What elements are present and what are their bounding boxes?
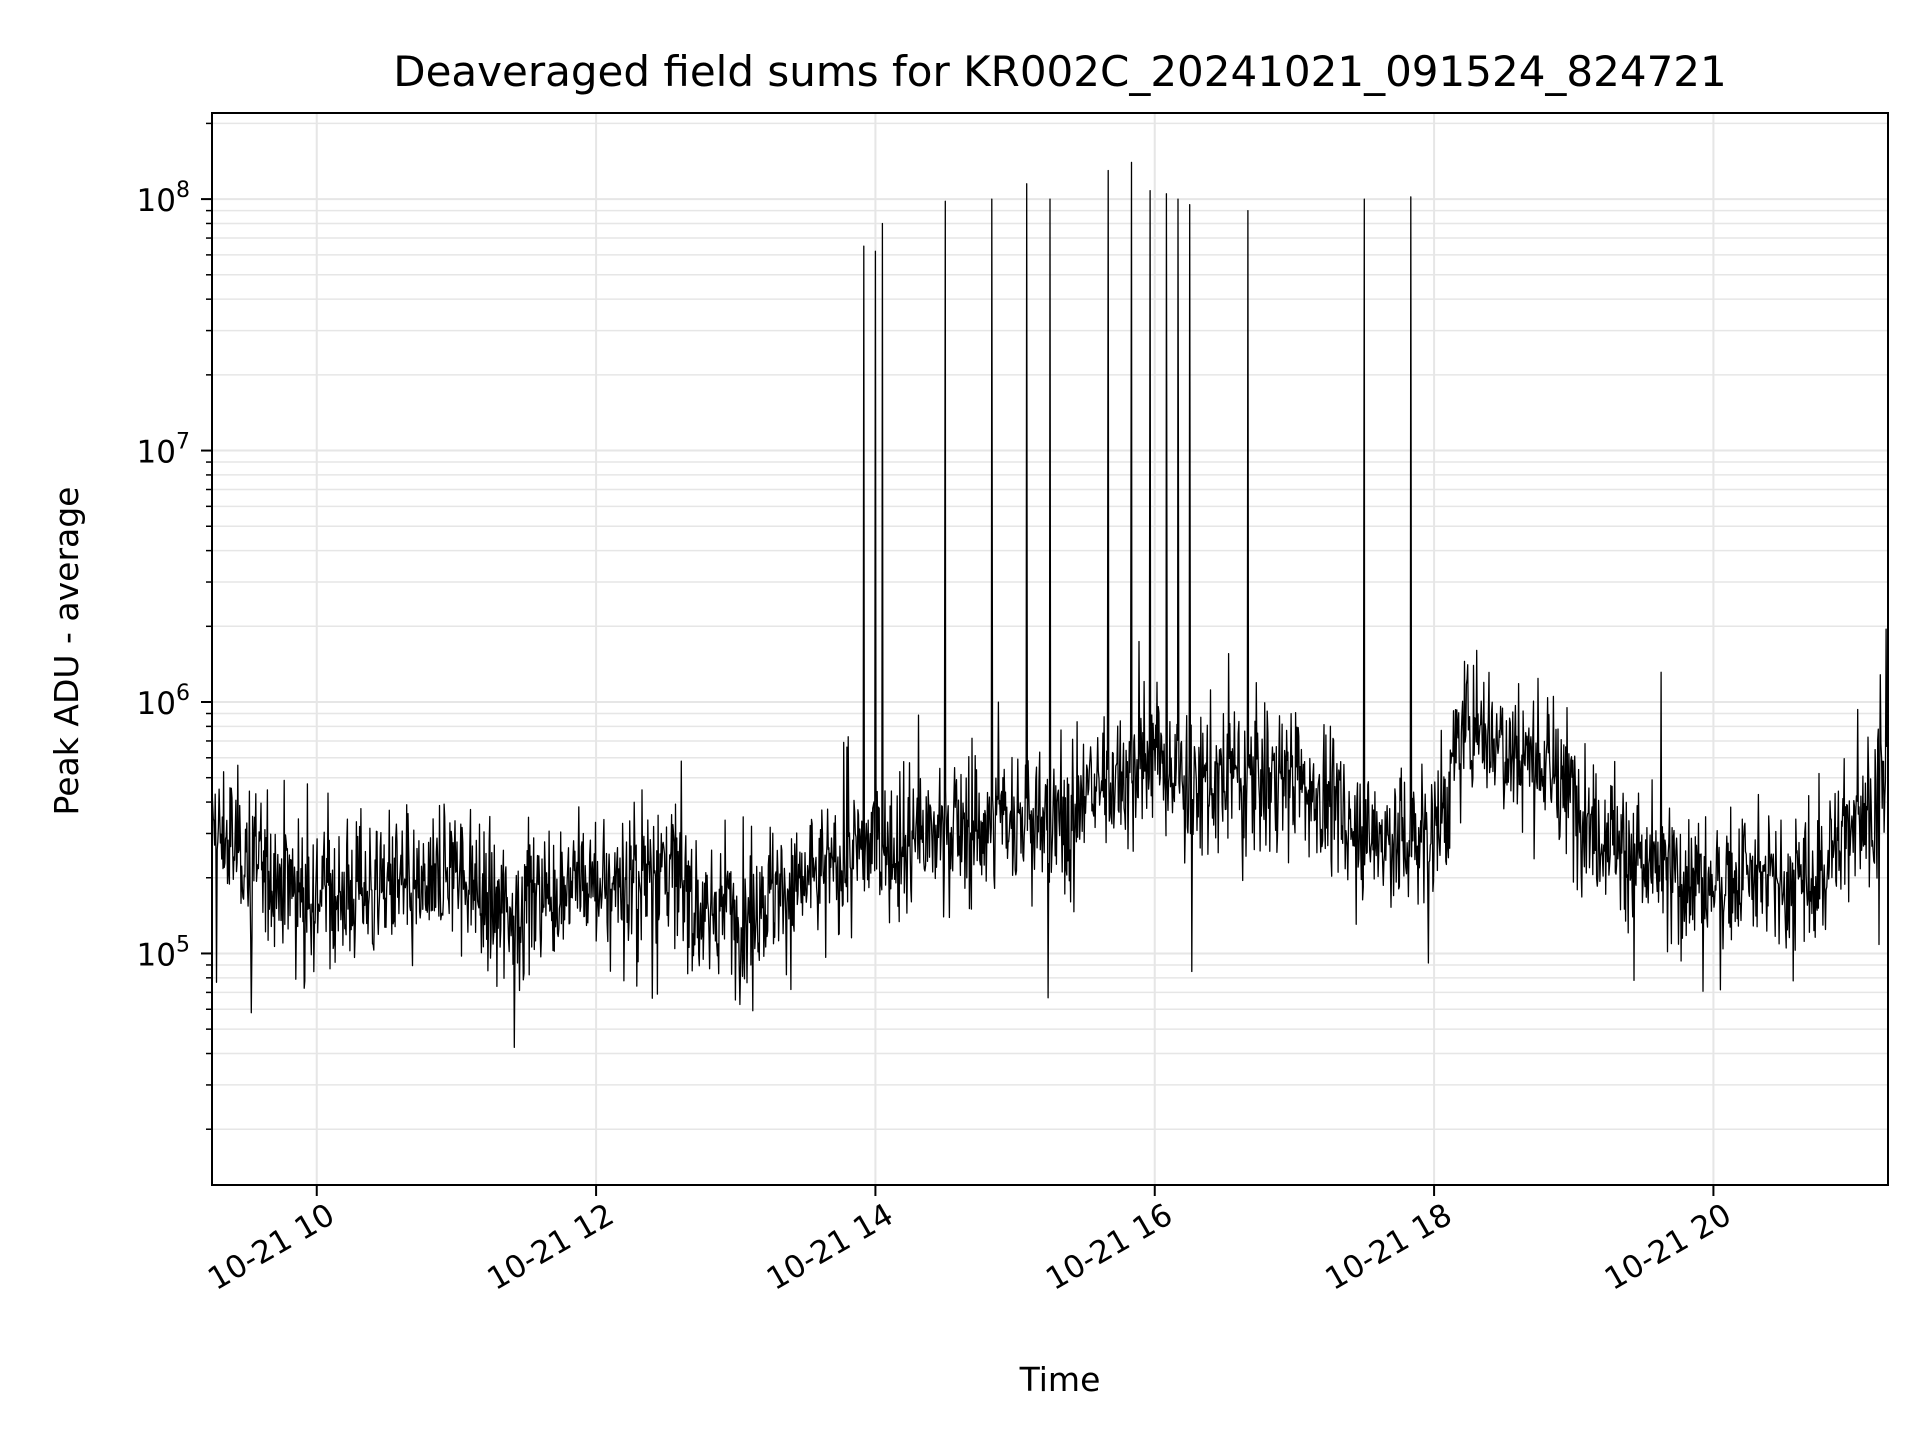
x-tick-label: 10-21 16	[1040, 1197, 1179, 1298]
y-tick-label: 108	[137, 178, 190, 219]
x-tick-label: 10-21 18	[1319, 1197, 1458, 1298]
x-tick-label: 10-21 20	[1599, 1197, 1738, 1298]
x-tick-label: 10-21 12	[481, 1197, 620, 1298]
chart-title: Deaveraged field sums for KR002C_2024102…	[393, 47, 1727, 96]
series-line	[211, 161, 1889, 1049]
x-axis-label: Time	[1019, 1360, 1101, 1399]
y-axis: 105 106 107 108	[137, 122, 212, 1130]
y-axis-label: Peak ADU - average	[47, 487, 86, 816]
x-tick-label: 10-21 14	[761, 1197, 900, 1298]
x-tick-label: 10-21 10	[202, 1197, 341, 1298]
series-path	[211, 161, 1889, 1049]
y-tick-label: 105	[137, 932, 190, 973]
plot-frame	[211, 112, 1889, 1186]
x-axis: 10-21 10 10-21 12 10-21 14 10-21 16 10-21 18…	[202, 1185, 1737, 1298]
y-tick-label: 107	[137, 430, 190, 471]
y-tick-label: 106	[137, 681, 190, 722]
